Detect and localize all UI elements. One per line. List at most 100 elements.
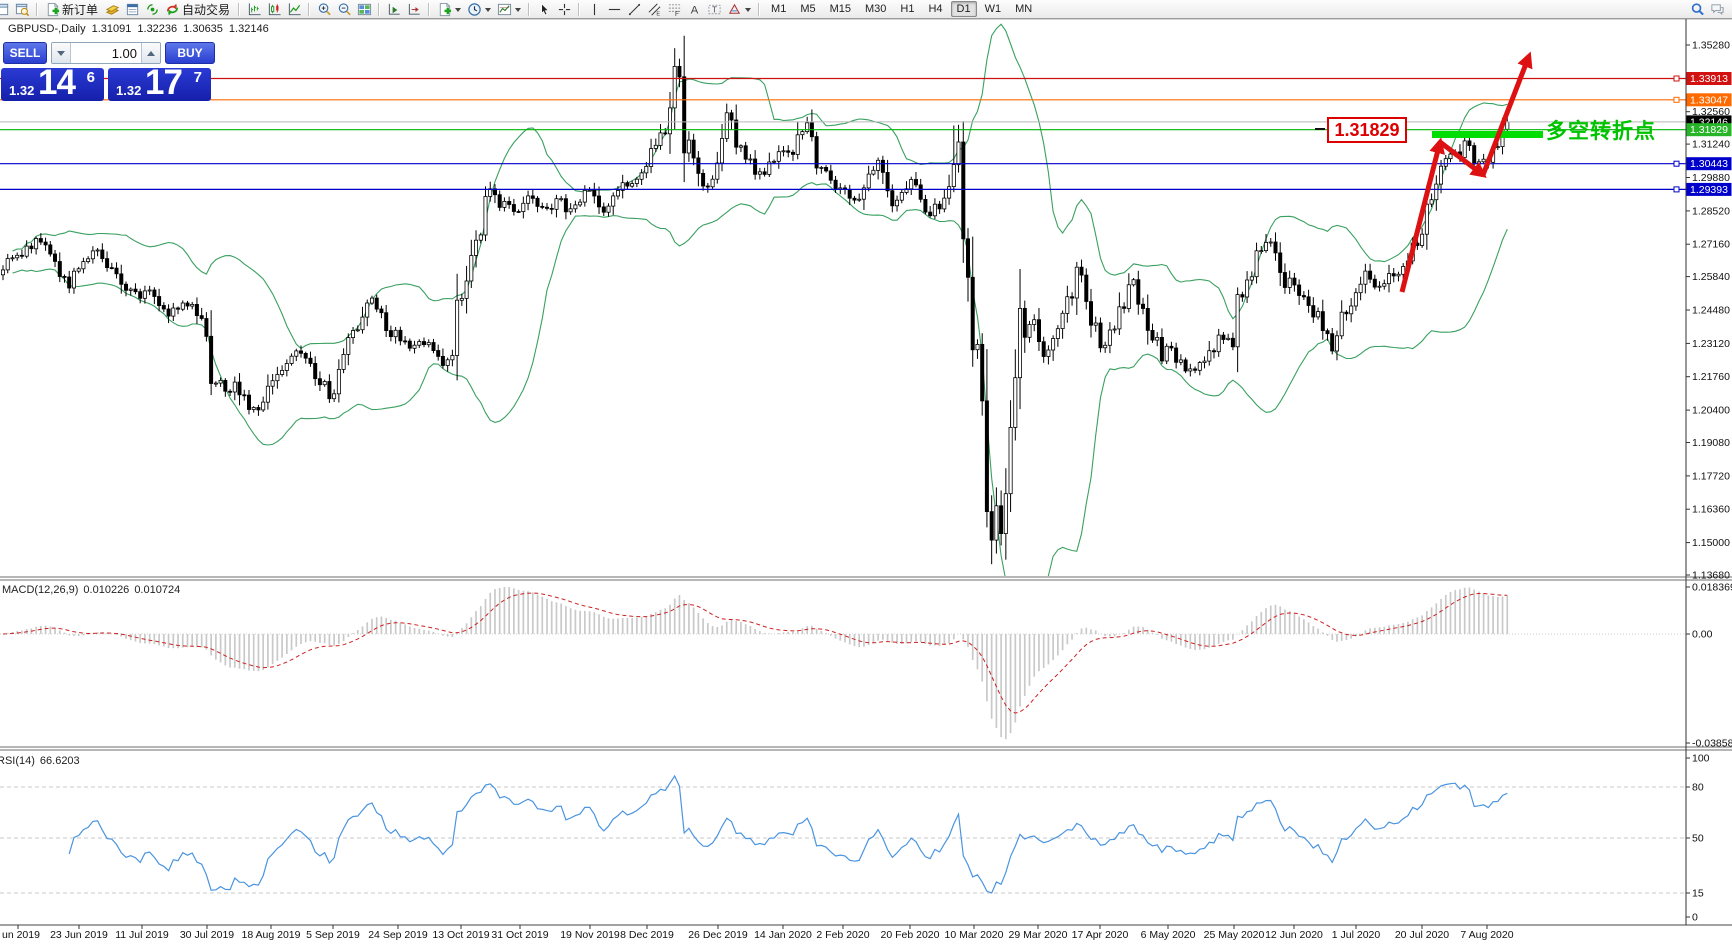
text-icon[interactable]: A bbox=[685, 1, 703, 17]
toolbar-separator bbox=[36, 2, 38, 16]
vline-icon[interactable] bbox=[585, 1, 603, 17]
svg-text:50: 50 bbox=[1692, 833, 1704, 845]
macd-value-2: 0.010724 bbox=[134, 584, 181, 596]
navigator-icon[interactable] bbox=[143, 1, 161, 17]
volume-increase-button[interactable] bbox=[141, 43, 160, 63]
zoom-in-icon[interactable] bbox=[315, 1, 333, 17]
svg-text:8 Dec 2019: 8 Dec 2019 bbox=[620, 929, 674, 941]
svg-text:24 Sep 2019: 24 Sep 2019 bbox=[368, 929, 428, 941]
template-icon[interactable] bbox=[495, 1, 513, 17]
chevron-up-icon bbox=[147, 47, 155, 56]
timeframe-button-w1[interactable]: W1 bbox=[984, 3, 1002, 15]
autotrading-icon[interactable] bbox=[163, 1, 181, 17]
chart-ohlc-header: GBPUSD-,Daily 1.31091 1.32236 1.30635 1.3214… bbox=[8, 23, 275, 35]
tile-windows-icon[interactable] bbox=[355, 1, 373, 17]
svg-text:14 Jan 2020: 14 Jan 2020 bbox=[754, 929, 812, 941]
data-window-icon[interactable] bbox=[123, 1, 141, 17]
shapes-icon[interactable] bbox=[725, 1, 743, 17]
turning-point-text[interactable]: 多空转折点 bbox=[1546, 120, 1656, 143]
trendline-icon[interactable] bbox=[625, 1, 643, 17]
cursor-icon[interactable] bbox=[535, 1, 553, 17]
volume-input[interactable] bbox=[71, 43, 141, 63]
trend-arrow bbox=[1399, 137, 1446, 293]
new-chart-icon[interactable] bbox=[435, 1, 453, 17]
market-watch-icon[interactable] bbox=[103, 1, 121, 17]
timeframe-button-h1[interactable]: H1 bbox=[900, 3, 915, 15]
toolbar-separator bbox=[378, 2, 381, 16]
timeframe-button-m15[interactable]: M15 bbox=[829, 3, 851, 15]
chevron-down-icon[interactable] bbox=[515, 8, 522, 15]
toolbar-separator bbox=[308, 2, 311, 16]
svg-text:1.13680: 1.13680 bbox=[1692, 570, 1730, 582]
line-chart-icon[interactable] bbox=[285, 1, 303, 17]
sell-button[interactable]: SELL bbox=[3, 42, 47, 64]
timeframe-button-d1[interactable]: D1 bbox=[950, 1, 977, 17]
auto-scroll-icon[interactable] bbox=[385, 1, 403, 17]
toolbar-separator bbox=[758, 2, 761, 16]
channel-icon[interactable]: E bbox=[645, 1, 663, 17]
toolbar-separator bbox=[578, 2, 581, 16]
chart-shift-icon[interactable] bbox=[405, 1, 423, 17]
volume-decrease-button[interactable] bbox=[52, 43, 71, 63]
svg-text:un 2019: un 2019 bbox=[2, 929, 40, 941]
timeframe-button-m1[interactable]: M1 bbox=[771, 3, 787, 15]
svg-text:20 Jul 2020: 20 Jul 2020 bbox=[1395, 929, 1449, 941]
rsi-title: RSI(14) bbox=[0, 755, 35, 767]
sell-price-prefix: 1.32 bbox=[9, 83, 35, 98]
svg-text:T: T bbox=[712, 5, 717, 14]
buy-price-pip: 7 bbox=[193, 69, 202, 86]
candlestick-chart-icon[interactable] bbox=[265, 1, 283, 17]
chevron-down-icon bbox=[57, 50, 65, 60]
svg-text:5 Sep 2019: 5 Sep 2019 bbox=[306, 929, 360, 941]
bollinger-lower-band bbox=[12, 182, 1508, 576]
turning-point-price-label[interactable]: 1.31829 bbox=[1327, 117, 1407, 143]
label-icon[interactable]: T bbox=[705, 1, 723, 17]
autotrading-label[interactable]: 自动交易 bbox=[182, 2, 231, 17]
timeframe-button-mn[interactable]: MN bbox=[1015, 3, 1033, 15]
svg-text:1.29880: 1.29880 bbox=[1692, 172, 1730, 184]
macd-indicator-header: MACD(12,26,9) 0.010226 0.010724 bbox=[2, 584, 185, 596]
chat-icon[interactable] bbox=[1708, 1, 1726, 17]
new-order-label[interactable]: 新订单 bbox=[62, 2, 99, 17]
chart-profiles-icon[interactable] bbox=[13, 1, 31, 17]
svg-text:E: E bbox=[656, 11, 660, 16]
search-icon[interactable] bbox=[1688, 1, 1706, 17]
buy-price-panel[interactable]: 1.32 17 7 bbox=[108, 63, 211, 102]
crosshair-icon[interactable] bbox=[555, 1, 573, 17]
zoom-out-icon[interactable] bbox=[335, 1, 353, 17]
chevron-down-icon[interactable] bbox=[455, 8, 462, 15]
svg-text:F: F bbox=[675, 11, 679, 17]
timeframe-button-h4[interactable]: H4 bbox=[928, 3, 943, 15]
chevron-down-icon[interactable] bbox=[745, 8, 752, 15]
svg-text:1.31829: 1.31829 bbox=[1690, 124, 1728, 136]
svg-text:1 Jul 2020: 1 Jul 2020 bbox=[1332, 929, 1381, 941]
chevron-down-icon[interactable] bbox=[485, 8, 492, 15]
new-order-icon[interactable] bbox=[43, 1, 61, 17]
fibonacci-icon[interactable]: F bbox=[665, 1, 683, 17]
bar-chart-icon[interactable] bbox=[245, 1, 263, 17]
drawn-annotations-layer[interactable] bbox=[1399, 51, 1543, 293]
period-icon[interactable] bbox=[465, 1, 483, 17]
svg-text:100: 100 bbox=[1692, 753, 1710, 765]
svg-text:10 Mar 2020: 10 Mar 2020 bbox=[945, 929, 1004, 941]
timeframe-button-m5[interactable]: M5 bbox=[800, 3, 816, 15]
svg-text:13 Oct 2019: 13 Oct 2019 bbox=[432, 929, 489, 941]
hline-icon[interactable] bbox=[605, 1, 623, 17]
svg-text:1.29393: 1.29393 bbox=[1690, 184, 1728, 196]
trend-arrow bbox=[1438, 140, 1487, 178]
macd-value-1: 0.010226 bbox=[83, 584, 130, 596]
svg-text:-0.038585: -0.038585 bbox=[1692, 738, 1732, 750]
window-icon[interactable] bbox=[0, 1, 11, 17]
bollinger-upper-band bbox=[12, 23, 1508, 350]
buy-button[interactable]: BUY bbox=[165, 42, 215, 64]
timeframe-button-m30[interactable]: M30 bbox=[865, 3, 887, 15]
svg-text:6 May 2020: 6 May 2020 bbox=[1141, 929, 1196, 941]
svg-text:23 Jun 2019: 23 Jun 2019 bbox=[50, 929, 108, 941]
svg-text:20 Feb 2020: 20 Feb 2020 bbox=[881, 929, 940, 941]
ohlc-open: 1.31091 bbox=[91, 23, 132, 35]
sell-price-panel[interactable]: 1.32 14 6 bbox=[1, 63, 104, 102]
sell-price-big-digits: 14 bbox=[38, 63, 76, 102]
